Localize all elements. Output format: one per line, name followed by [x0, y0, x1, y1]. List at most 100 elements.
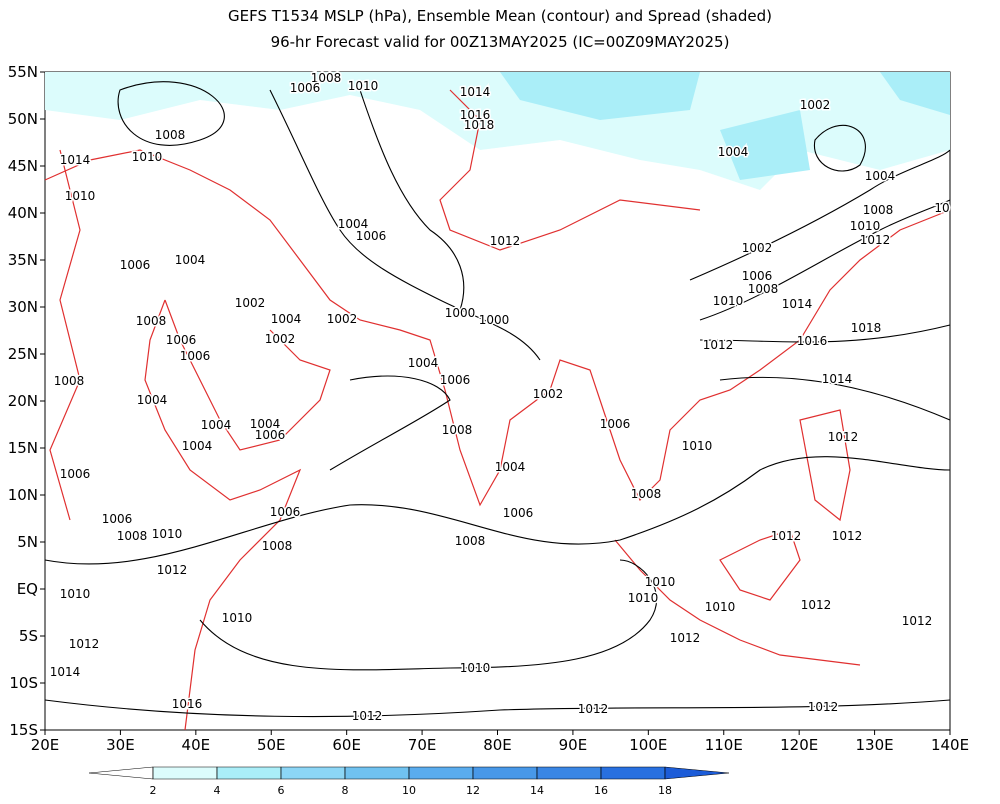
- contour-label: 1006: [356, 229, 387, 243]
- subtitle: 96-hr Forecast valid for 00Z13MAY2025 (I…: [271, 33, 730, 51]
- lat-label: 10N: [8, 486, 38, 504]
- contour-label: 1014: [50, 665, 81, 679]
- title: GEFS T1534 MSLP (hPa), Ensemble Mean (co…: [228, 7, 772, 25]
- contour-label: 1014: [822, 372, 853, 386]
- lon-label: 50E: [257, 736, 286, 754]
- contour-label: 1004: [271, 312, 302, 326]
- contour-label: 1010: [152, 527, 183, 541]
- colorbar-arrow: [88, 766, 154, 780]
- contour-label: 1008: [136, 314, 167, 328]
- lon-label: 20E: [31, 736, 60, 754]
- colorbar-label: 12: [466, 784, 480, 797]
- contour-label: 1002: [742, 241, 773, 255]
- lon-label: 70E: [408, 736, 437, 754]
- colorbar-segment: [344, 766, 410, 780]
- contour-label: 1006: [600, 417, 631, 431]
- colorbar-label: 8: [342, 784, 349, 797]
- contour-label: 1008: [262, 539, 293, 553]
- map-frame: [44, 71, 951, 731]
- contour-label: 1016: [797, 334, 828, 348]
- colorbar-label: 18: [658, 784, 672, 797]
- lat-label: 30N: [8, 298, 38, 316]
- contour-label: 10: [934, 201, 949, 215]
- contour-label: 1002: [235, 296, 266, 310]
- contour-label: 1010: [682, 439, 713, 453]
- contour-label: 1008: [117, 529, 148, 543]
- contour-label: 1018: [851, 321, 882, 335]
- colorbar-arrow: [664, 766, 730, 780]
- spread-shading: [500, 72, 700, 120]
- contour-label: 1004: [137, 393, 168, 407]
- contour-label: 1006: [120, 258, 151, 272]
- colorbar-label: 4: [214, 784, 221, 797]
- lat-label: 45N: [8, 157, 38, 175]
- contour-label: 1012: [860, 233, 891, 247]
- colorbar-label: 2: [150, 784, 157, 797]
- lat-label: EQ: [17, 580, 38, 598]
- contour-label: 1004: [408, 356, 439, 370]
- contour-label: 1012: [352, 709, 383, 723]
- contour-label: 1012: [69, 637, 100, 651]
- contour-label: 1006: [270, 505, 301, 519]
- lon-label: 90E: [559, 736, 588, 754]
- contour-label: 1002: [265, 332, 296, 346]
- colorbar-segment: [152, 766, 218, 780]
- contour-label: 1014: [60, 153, 91, 167]
- lon-label: 30E: [106, 736, 135, 754]
- contour-label: 1002: [800, 98, 831, 112]
- contour-label: 1004: [201, 418, 232, 432]
- contour-label: 1006: [60, 467, 91, 481]
- contour-label: 1006: [742, 269, 773, 283]
- lon-label: 130E: [856, 736, 894, 754]
- contour-label: 1006: [102, 512, 133, 526]
- contour-label: 1012: [801, 598, 832, 612]
- contour-label: 1014: [460, 85, 491, 99]
- contour-label: 1010: [348, 79, 379, 93]
- contour-label: 1016: [460, 108, 491, 122]
- colorbar-segment: [472, 766, 538, 780]
- colorbar: 2 4 6 8 10 12 14 16 18: [88, 766, 730, 797]
- colorbar-segment: [216, 766, 282, 780]
- coastlines: [44, 89, 951, 731]
- lat-label: 5S: [19, 627, 38, 645]
- spread-shading: [880, 72, 950, 115]
- lat-label: 10S: [9, 674, 38, 692]
- contour-label: 1004: [250, 417, 281, 431]
- contour-label: 1008: [54, 374, 85, 388]
- contour-label: 1012: [832, 529, 863, 543]
- colorbar-segment: [600, 766, 666, 780]
- lon-label: 120E: [780, 736, 818, 754]
- map: [44, 71, 951, 731]
- colorbar-label: 14: [530, 784, 544, 797]
- contour-label: 1012: [808, 700, 839, 714]
- contour-label: 1004: [175, 253, 206, 267]
- lon-label: 140E: [931, 736, 969, 754]
- contour-label: 1016: [172, 697, 203, 711]
- colorbar-segment: [280, 766, 346, 780]
- contour-label: 1012: [828, 430, 859, 444]
- contour-label: 1010: [222, 611, 253, 625]
- contour-label: 1010: [645, 575, 676, 589]
- contour-label: 1000: [445, 306, 476, 320]
- contour-label: 1018: [464, 118, 495, 132]
- contour-label: 1006: [180, 349, 211, 363]
- lat-label: 40N: [8, 204, 38, 222]
- contour-label: 1014: [782, 297, 813, 311]
- contour-label: 1006: [166, 333, 197, 347]
- lon-label: 40E: [182, 736, 211, 754]
- lon-label: 60E: [332, 736, 361, 754]
- lat-label: 25N: [8, 345, 38, 363]
- contour-label: 1004: [338, 217, 369, 231]
- colorbar-segment: [536, 766, 602, 780]
- contour-label: 1006: [255, 428, 286, 442]
- lon-label: 110E: [705, 736, 743, 754]
- contour-label: 1002: [327, 312, 358, 326]
- contour-label: 1010: [705, 600, 736, 614]
- isobars: [44, 81, 951, 718]
- contour-label: 1010: [65, 189, 96, 203]
- colorbar-label: 16: [594, 784, 608, 797]
- contour-label: 1010: [60, 587, 91, 601]
- contour-label: 1012: [703, 338, 734, 352]
- lat-label: 50N: [8, 110, 38, 128]
- contour-label: 1008: [155, 128, 186, 142]
